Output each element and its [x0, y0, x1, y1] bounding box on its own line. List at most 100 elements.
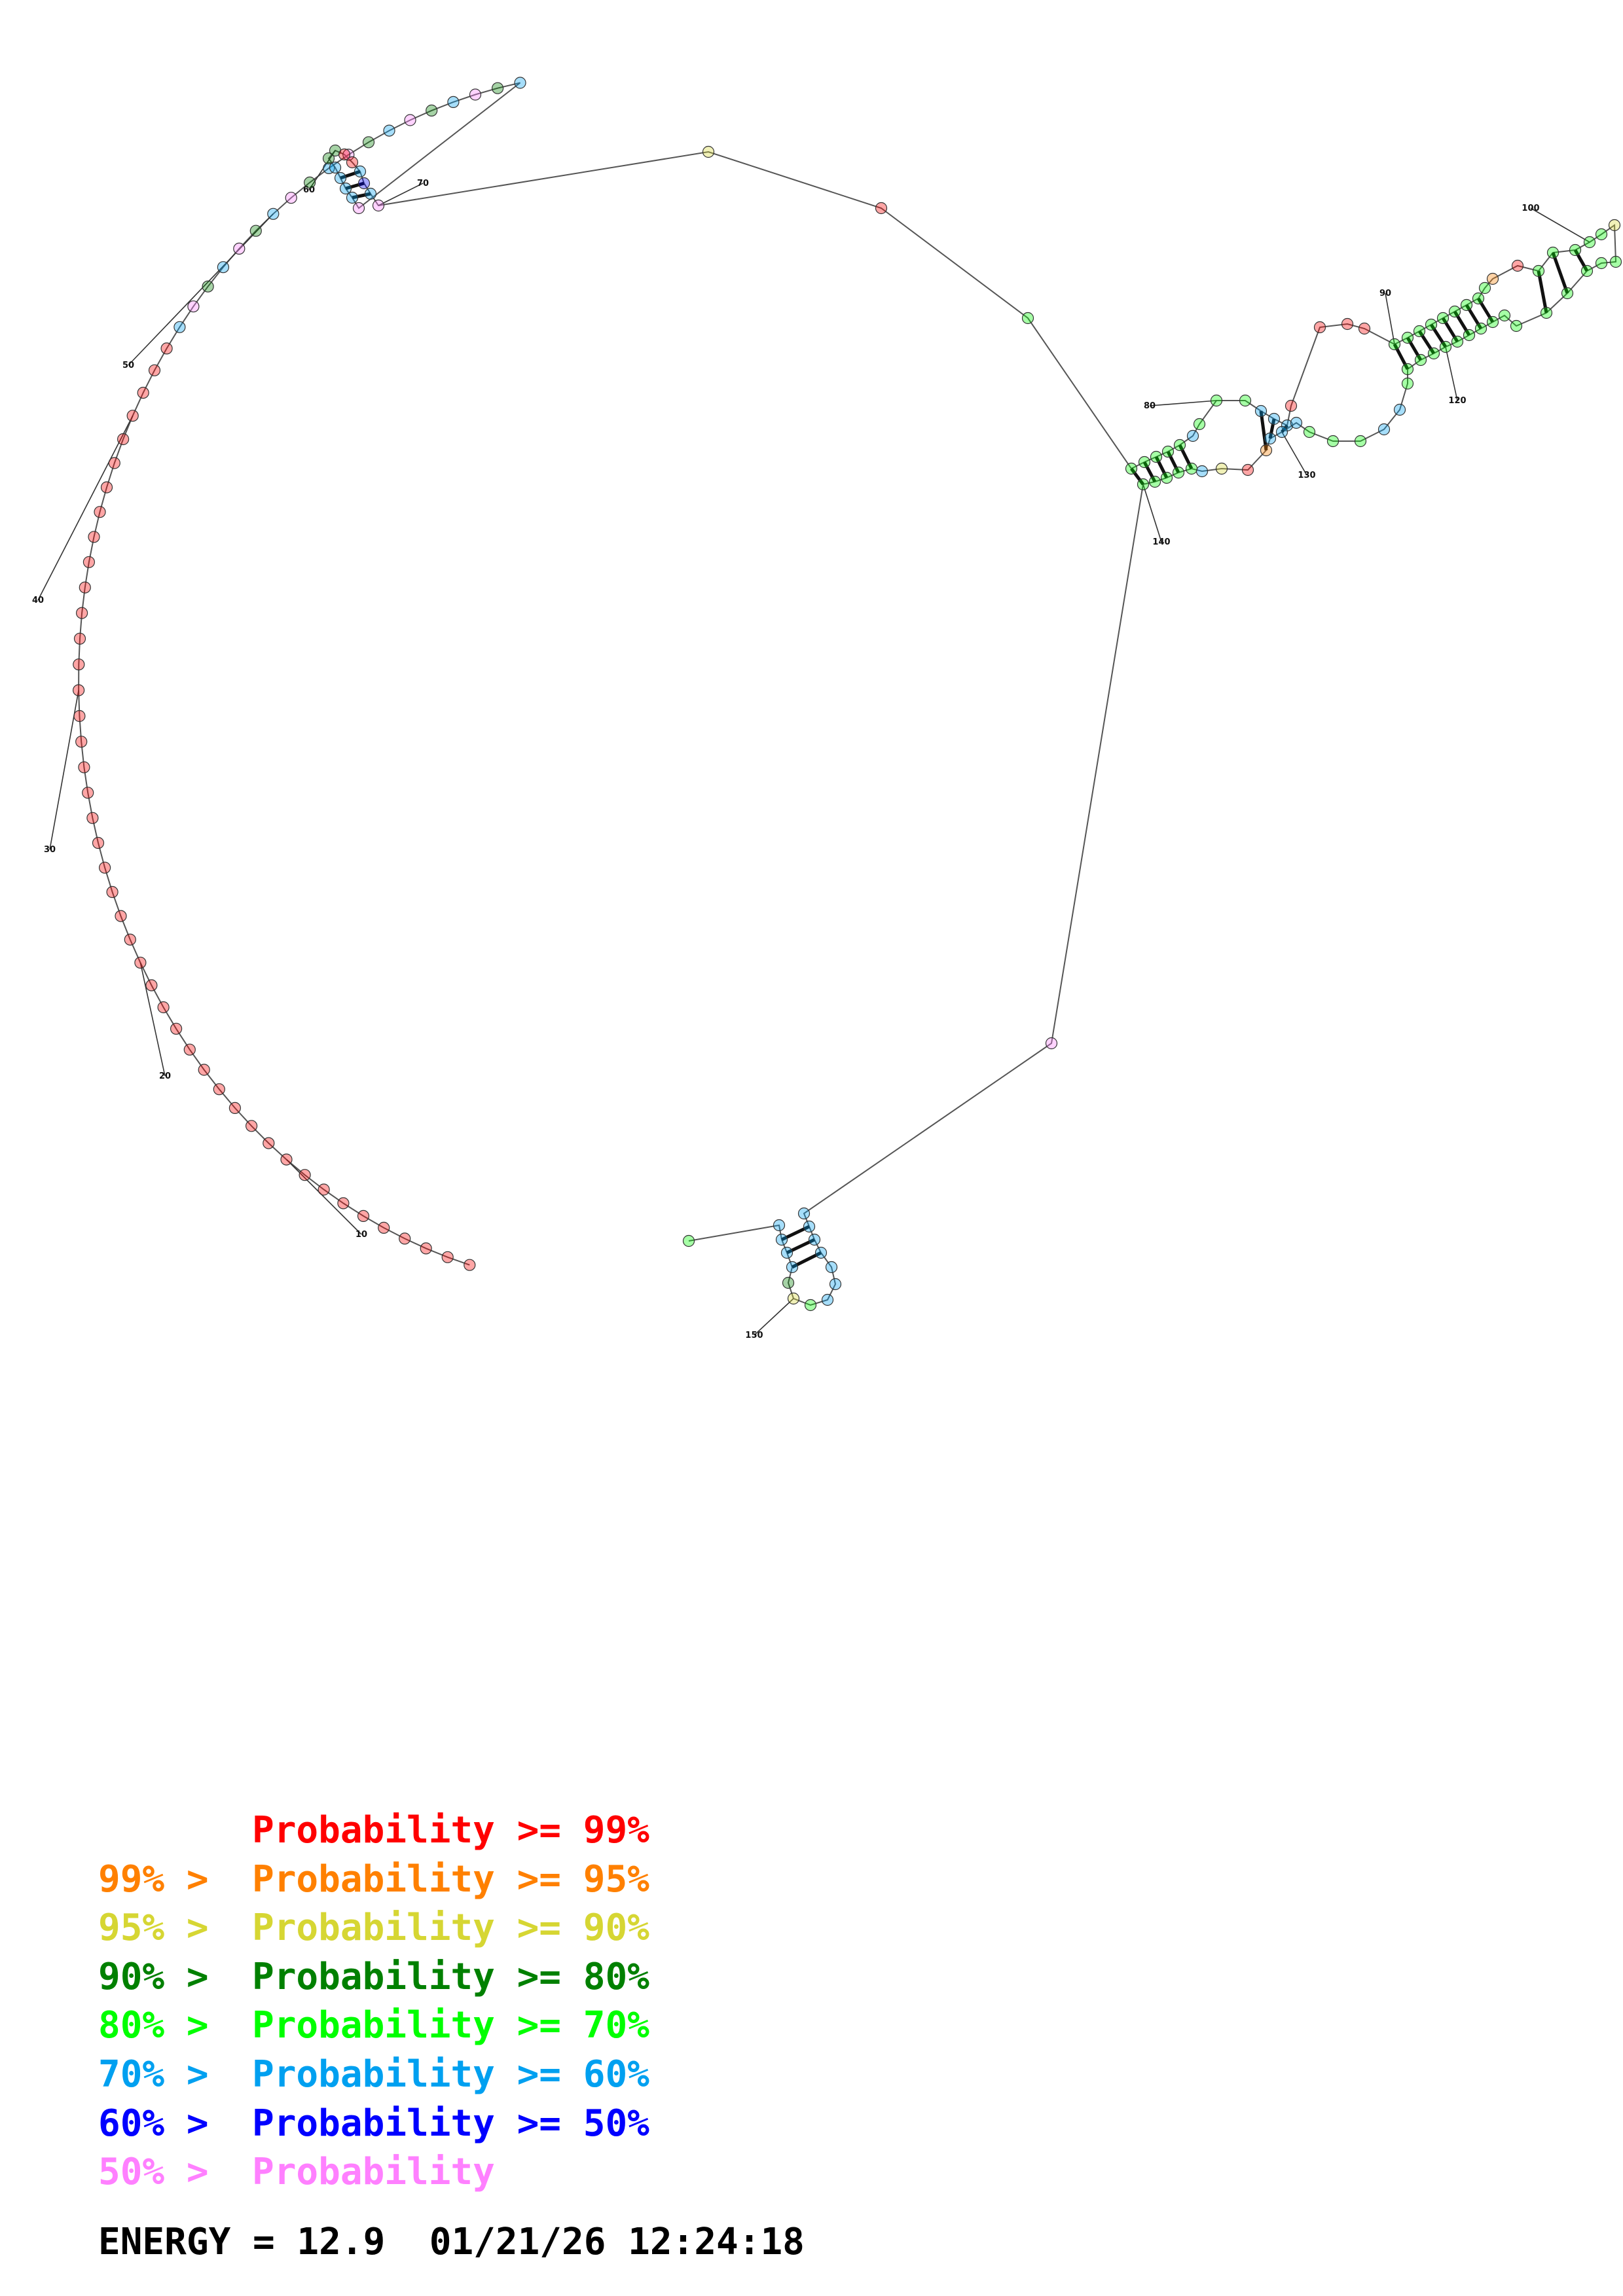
nucleotide [378, 1221, 390, 1234]
index-tick-label: 130 [1298, 471, 1315, 480]
nucleotide [797, 1207, 811, 1220]
nucleotide [346, 191, 359, 204]
legend-row-label: Probability >= 99% [252, 1809, 649, 1852]
nucleotide [1569, 243, 1582, 257]
nucleotide [318, 1183, 330, 1196]
nucleotide [228, 1102, 241, 1115]
nucleotide [362, 136, 375, 149]
probability-legend: Probability >= 99% 99% > Probability >= 9… [98, 1806, 649, 2197]
index-tick-line [1142, 484, 1162, 543]
nucleotide [1388, 338, 1401, 351]
nucleotide [1439, 340, 1452, 353]
legend-row: 50% > Probability [98, 2148, 649, 2197]
nucleotide [75, 607, 88, 619]
nucleotide [157, 1001, 170, 1014]
backbone [78, 82, 1617, 1306]
index-tick-line [1149, 400, 1217, 406]
nucleotide [1401, 331, 1414, 344]
nucleotide [213, 1083, 225, 1096]
nucleotide [233, 242, 246, 255]
nucleotide [1510, 319, 1523, 332]
nucleotide [1463, 329, 1476, 342]
legend-row-prefix: 99% > [98, 1857, 231, 1901]
nucleotide [1275, 425, 1288, 439]
index-tick-line [1445, 346, 1458, 401]
nucleotide [1241, 463, 1254, 476]
nucleotide [1264, 432, 1277, 445]
nucleotide [803, 1220, 816, 1233]
nucleotide [1267, 412, 1281, 425]
nucleotide [1448, 305, 1461, 318]
nucleotide [338, 148, 351, 161]
nucleotide [1186, 429, 1199, 442]
legend-row-label: Probability >= 50% [252, 2102, 649, 2145]
nucleotide [1413, 325, 1426, 338]
legend-row-prefix: 95% > [98, 1907, 231, 1950]
nucleotide [1595, 257, 1608, 270]
nucleotide [92, 836, 105, 850]
nucleotide [1486, 272, 1499, 285]
index-tick-line [128, 213, 274, 366]
nucleotide [202, 280, 214, 293]
nucleotide [1193, 418, 1206, 431]
legend-row: 90% > Probability >= 80% [98, 1953, 649, 2002]
index-tick-line [1281, 431, 1307, 476]
nucleotide [1414, 353, 1427, 367]
nucleotide [1285, 399, 1298, 412]
nucleotide [346, 156, 359, 169]
nucleotide [73, 709, 86, 723]
nucleotide [1341, 317, 1354, 331]
index-tick-line [1530, 207, 1590, 243]
nucleotide [217, 261, 229, 274]
nucleotide [1401, 363, 1414, 376]
nucleotide [1393, 403, 1406, 416]
nucleotide [299, 1169, 311, 1181]
nucleotide [187, 300, 200, 313]
nucleotide [1172, 466, 1185, 479]
nucleotide [1150, 450, 1163, 463]
nucleotide [329, 161, 342, 174]
nucleotide [1436, 312, 1450, 325]
nucleotide [383, 124, 395, 137]
nucleotide [99, 861, 111, 874]
nucleotide [773, 1219, 786, 1232]
index-tick-label: 10 [356, 1230, 367, 1240]
index-tick-label: 20 [159, 1071, 171, 1081]
nucleotide [73, 632, 86, 645]
nucleotide [280, 1153, 293, 1166]
nucleotide [334, 171, 347, 185]
nucleotide [491, 82, 504, 94]
nucleotide [447, 96, 460, 108]
nucleotide [79, 581, 91, 594]
legend-row: Probability >= 99% [98, 1806, 649, 1856]
legend-row: 70% > Probability >= 60% [98, 2051, 649, 2100]
nucleotide [829, 1278, 842, 1291]
nucleotide [160, 342, 173, 355]
nucleotide [137, 386, 149, 399]
nucleotide [420, 1242, 432, 1255]
nucleotide [1474, 322, 1487, 335]
nucleotide [198, 1064, 210, 1076]
nucleotide [775, 1233, 788, 1246]
energy-footer: ENERGY = 12.9 01/21/26 12:24:18 [98, 2221, 805, 2263]
nucleotide [426, 104, 438, 117]
nucleotide [825, 1261, 838, 1274]
nucleotide [1546, 246, 1559, 259]
nucleotide [285, 192, 297, 204]
nucleotide [1125, 462, 1138, 475]
nucleotide [1215, 462, 1228, 475]
nucleotide [1532, 264, 1545, 278]
nucleotide [1185, 462, 1198, 475]
nucleotide [148, 364, 161, 376]
nucleotide [1161, 445, 1175, 458]
nucleotide [1595, 228, 1608, 241]
nucleotide [249, 224, 262, 237]
nucleotide [75, 736, 88, 748]
legend-row-prefix: 50% > [98, 2151, 231, 2194]
nucleotide [304, 176, 316, 188]
nucleotide [404, 114, 416, 126]
nucleotide [1425, 318, 1438, 331]
legend-row-prefix: 90% > [98, 1955, 231, 1998]
nucleotide [804, 1299, 817, 1312]
